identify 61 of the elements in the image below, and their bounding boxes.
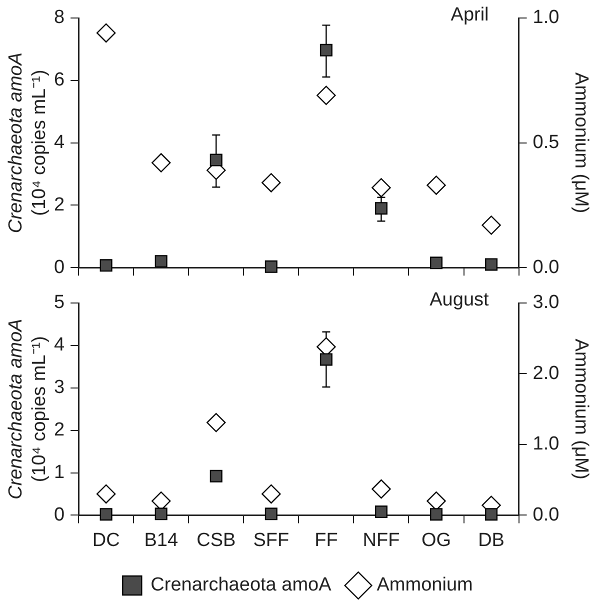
point xyxy=(264,508,278,520)
point xyxy=(96,484,116,504)
y2-axis-title: Ammonium (μM) xyxy=(570,72,592,214)
x-tick-label: SFF xyxy=(253,530,290,551)
point xyxy=(262,173,281,192)
point xyxy=(430,508,443,521)
point xyxy=(100,259,112,272)
point xyxy=(262,484,281,504)
y2-tick-label: 0.0 xyxy=(532,256,560,278)
point xyxy=(154,508,168,520)
point xyxy=(100,508,112,521)
x-tick-label: OG xyxy=(421,530,452,551)
point xyxy=(152,153,171,172)
point xyxy=(374,202,388,215)
x-tick-label: B14 xyxy=(144,530,178,551)
y-tick-label: 4 xyxy=(54,334,65,356)
x-tick-label: DB xyxy=(478,530,504,551)
y-axis-title: Crenarchaeota amoA (10⁴ copies mL⁻¹) xyxy=(5,52,50,234)
x-tick-label: NFF xyxy=(362,530,400,551)
y2-tick-label: 1.0 xyxy=(532,434,560,455)
point xyxy=(320,353,332,366)
point xyxy=(485,508,498,521)
y-tick-label: 5 xyxy=(54,292,65,314)
point xyxy=(154,255,168,268)
y-tick-label: 0 xyxy=(54,256,65,278)
point xyxy=(316,86,336,105)
y2-tick-label: 2.0 xyxy=(532,362,560,384)
x-tick-label: CSB xyxy=(196,530,236,551)
x-tick-label: FF xyxy=(314,530,338,551)
y-tick-label: 3 xyxy=(54,377,65,398)
point xyxy=(206,412,226,432)
legend-label: Crenarchaeota amoA xyxy=(150,574,332,596)
y-tick-label: 4 xyxy=(54,132,65,154)
x-tick-label: DC xyxy=(92,530,120,551)
point xyxy=(320,44,332,56)
point xyxy=(372,479,391,499)
y-tick-label: 1 xyxy=(54,462,65,483)
y2-tick-label: 0.0 xyxy=(532,504,560,526)
point xyxy=(210,154,222,166)
point xyxy=(372,178,391,198)
y2-tick-label: 0.5 xyxy=(532,132,560,154)
point xyxy=(264,260,278,273)
y2-tick-label: 3.0 xyxy=(532,292,560,314)
annotation: April xyxy=(450,4,489,26)
point xyxy=(96,23,116,43)
y-axis-title: Crenarchaeota amoA (10⁴ copies mL⁻¹) xyxy=(5,318,50,500)
point xyxy=(426,176,446,195)
point xyxy=(430,256,443,270)
point xyxy=(210,470,222,482)
legend-label: Ammonium xyxy=(376,574,473,596)
y-tick-label: 2 xyxy=(54,194,65,216)
point xyxy=(482,216,501,235)
annotation: August xyxy=(430,290,490,311)
point xyxy=(485,258,498,271)
y-tick-label: 2 xyxy=(54,420,65,441)
y-tick-label: 0 xyxy=(54,504,65,526)
y2-axis-title: Ammonium (μM) xyxy=(570,338,592,480)
y-tick-label: 8 xyxy=(54,7,65,28)
point xyxy=(374,506,388,518)
y-tick-label: 6 xyxy=(54,70,65,91)
y2-tick-label: 1.0 xyxy=(532,7,560,28)
